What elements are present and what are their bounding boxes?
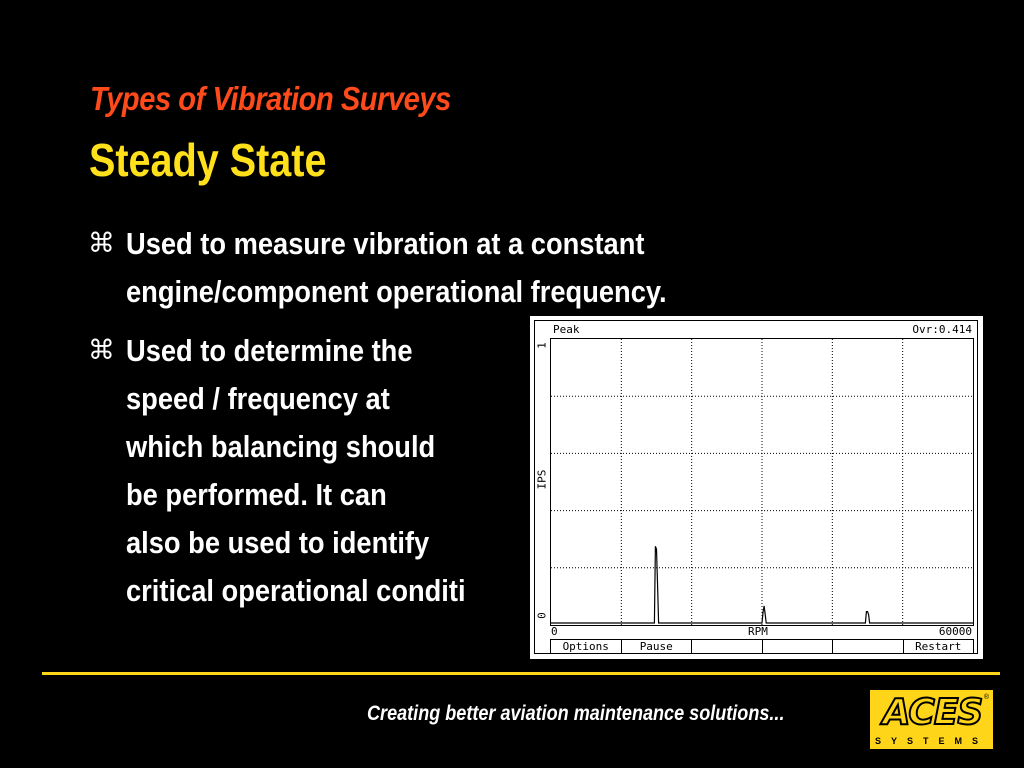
registered-mark: ® [983, 694, 989, 701]
y-max-label: 1 [535, 342, 549, 349]
footer-tagline: Creating better aviation maintenance sol… [367, 702, 785, 725]
analyzer-screenshot: Peak Ovr:0.414 1 IPS 0 0 RPM 60000 Optio… [530, 316, 983, 659]
softkey-5-button[interactable] [833, 640, 904, 653]
x-min-label: 0 [551, 625, 558, 638]
mode-label: Peak [553, 323, 580, 336]
aces-logo: ACES ® SYSTEMS [868, 688, 995, 751]
bullet-line: critical operational conditi [126, 573, 466, 608]
spectrum-chart [551, 339, 973, 625]
bullet-line: Used to determine the [126, 333, 413, 368]
softkey-4-button[interactable] [763, 640, 833, 653]
command-key-icon: ⌘ [88, 335, 115, 366]
bullet-line: be performed. It can [126, 477, 387, 512]
y-axis-label: IPS [535, 469, 549, 490]
command-key-icon: ⌘ [88, 228, 115, 259]
softkey-bar: Options Pause Restart [550, 639, 974, 654]
logo-subtext: SYSTEMS [874, 736, 988, 746]
restart-button[interactable]: Restart [915, 640, 962, 653]
bullet-line: also be used to identify [126, 525, 430, 560]
softkey-3-button[interactable] [692, 640, 763, 653]
bullet-line: Used to measure vibration at a constant [126, 226, 645, 261]
bullet-text: Used to measure vibration at a constant … [126, 220, 667, 316]
spectrum-series-line [551, 546, 973, 624]
bullet-line: speed / frequency at [126, 381, 390, 416]
overall-readout: Ovr:0.414 [912, 323, 972, 336]
logo-wordmark: ACES [882, 691, 985, 734]
options-button[interactable]: Options [551, 640, 622, 653]
x-axis-label: RPM [748, 625, 768, 638]
spectrum-plot [550, 338, 974, 626]
pause-button[interactable]: Pause [622, 640, 692, 653]
slide-subtitle: Types of Vibration Surveys [90, 80, 451, 117]
analyzer-screen: Peak Ovr:0.414 1 IPS 0 0 RPM 60000 Optio… [534, 320, 978, 654]
slide-title: Steady State [89, 134, 327, 186]
bullet-text: Used to determine the speed / frequency … [126, 327, 466, 615]
y-min-label: 0 [535, 612, 549, 619]
footer-divider [42, 672, 1000, 675]
bullet-line: engine/component operational frequency. [126, 274, 667, 309]
x-max-label: 60000 [938, 625, 972, 638]
bullet-line: which balancing should [126, 429, 436, 464]
